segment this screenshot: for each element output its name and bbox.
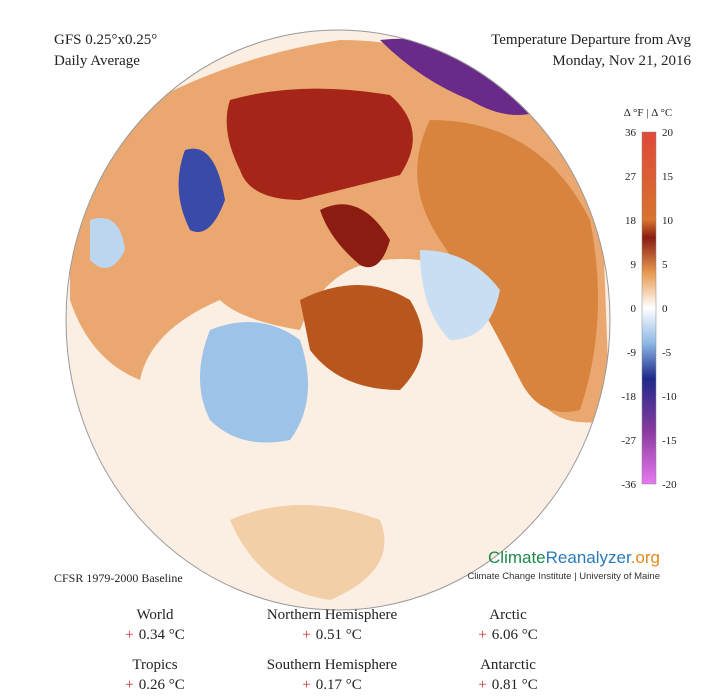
stat-sign: + [478,627,486,643]
tick-label-c: 5 [662,259,668,271]
brand-name: ClimateReanalyzer.org [488,548,660,567]
tick-label-c: -10 [662,391,677,403]
tick-label-f: -18 [621,391,636,403]
legend-units: Δ °F | Δ °C [624,107,672,119]
model-label: GFS 0.25°x0.25° [54,32,157,48]
period-label: Daily Average [54,53,140,69]
stat-region: World [136,607,174,623]
stat-number: 0.26 °C [139,677,185,693]
tick-label-c: 15 [662,171,674,183]
tick-label-c: -20 [662,479,677,491]
tick-label-c: 10 [662,215,674,227]
map-date: Monday, Nov 21, 2016 [552,53,691,69]
stat-value: +6.06 °C [478,627,537,643]
tick-label-c: -15 [662,435,677,447]
tick-label-f: -27 [621,435,636,447]
stat-number: 0.81 °C [492,677,538,693]
stat-value: +0.26 °C [125,677,184,693]
stat-number: 6.06 °C [492,627,538,643]
globe-outline [65,29,611,611]
tick-label-f: 27 [625,171,637,183]
stat-region: Southern Hemisphere [267,657,398,673]
tick-label-f: 18 [625,215,637,227]
stat-value: +0.34 °C [125,627,184,643]
brand-part: .org [631,548,660,567]
tick-label-f: 9 [631,259,637,271]
stat-sign: + [302,677,310,693]
stat-value: +0.81 °C [478,677,537,693]
stat-region: Antarctic [480,657,536,673]
tick-label-c: 20 [662,127,674,139]
stat-number: 0.51 °C [316,627,362,643]
tick-label-c: 0 [662,303,668,315]
tick-label-c: -5 [662,347,672,359]
brand-part: Reanalyzer [546,548,632,567]
stat-region: Arctic [489,607,527,623]
stat-number: 0.17 °C [316,677,362,693]
stat-sign: + [125,677,133,693]
map-title: Temperature Departure from Avg [491,32,691,48]
stat-sign: + [302,627,310,643]
stat-value: +0.17 °C [302,677,361,693]
colorbar-ticks: 36 20 27 15 18 10 9 5 0 0 -9 -5 -18 -10 -27 -15 -36 -20 [621,127,677,491]
colorbar [641,131,657,485]
tick-label-f: -9 [627,347,637,359]
stat-region: Tropics [132,657,177,673]
stat-value: +0.51 °C [302,627,361,643]
tick-label-f: 0 [631,303,637,315]
stat-sign: + [478,677,486,693]
brand-part: Climate [488,548,546,567]
brand-institute: Climate Change Institute | University of… [467,571,660,582]
stat-number: 0.34 °C [139,627,185,643]
tick-label-f: 36 [625,127,637,139]
globe [66,30,610,610]
stat-region: Northern Hemisphere [267,607,398,623]
baseline-label: CFSR 1979-2000 Baseline [54,571,183,585]
tick-label-f: -36 [621,479,636,491]
stat-sign: + [125,627,133,643]
